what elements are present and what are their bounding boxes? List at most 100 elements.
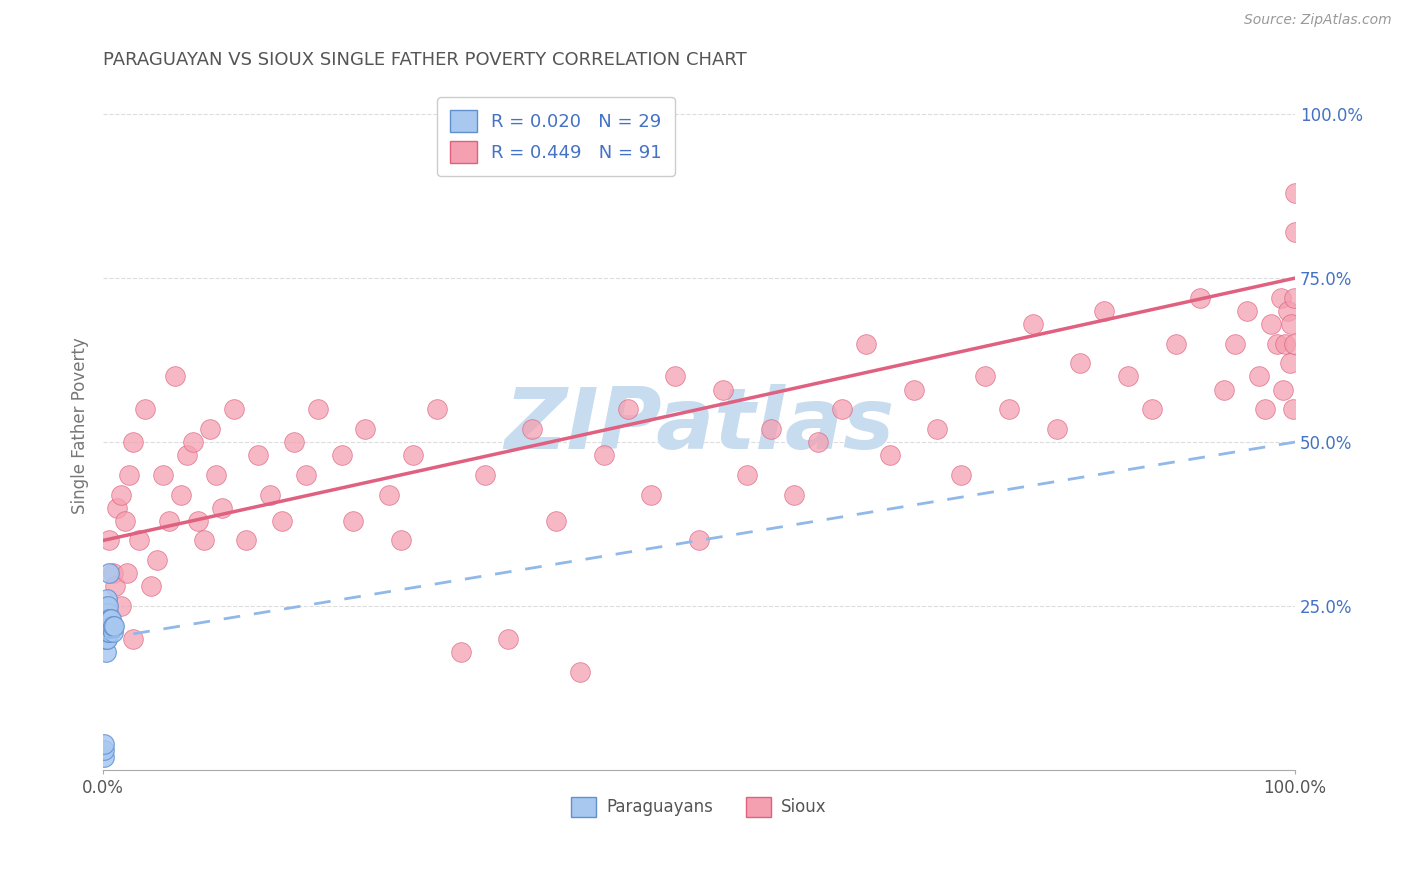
Point: [1270, 291, 1292, 305]
Point: [1282, 291, 1305, 305]
Point: [354, 422, 377, 436]
Point: [96, 632, 118, 646]
Point: [110, 487, 132, 501]
Point: [879, 448, 901, 462]
Point: [98, 612, 121, 626]
Point: [100, 612, 122, 626]
Point: [134, 402, 156, 417]
Point: [122, 632, 145, 646]
Point: [1092, 304, 1115, 318]
Point: [807, 435, 830, 450]
Point: [97, 599, 120, 613]
Point: [152, 467, 174, 482]
Point: [101, 566, 124, 581]
Point: [1188, 291, 1211, 305]
Point: [474, 467, 496, 482]
Point: [98, 618, 121, 632]
Point: [101, 625, 124, 640]
Y-axis label: Single Father Poverty: Single Father Poverty: [72, 337, 89, 514]
Point: [104, 579, 127, 593]
Point: [98, 533, 121, 548]
Point: [187, 514, 209, 528]
Point: [568, 665, 591, 679]
Point: [294, 467, 316, 482]
Point: [94, 612, 117, 626]
Point: [93, 743, 115, 757]
Point: [103, 618, 125, 632]
Point: [1225, 336, 1247, 351]
Point: [211, 500, 233, 515]
Point: [1284, 225, 1306, 239]
Point: [378, 487, 401, 501]
Point: [402, 448, 425, 462]
Point: [1282, 336, 1305, 351]
Point: [259, 487, 281, 501]
Point: [592, 448, 614, 462]
Point: [426, 402, 449, 417]
Point: [96, 592, 118, 607]
Point: [94, 632, 117, 646]
Point: [1281, 402, 1303, 417]
Point: [1265, 336, 1288, 351]
Point: [98, 618, 121, 632]
Point: [974, 369, 997, 384]
Point: [97, 618, 120, 632]
Point: [1284, 186, 1306, 200]
Point: [389, 533, 412, 548]
Point: [1022, 317, 1045, 331]
Point: [97, 606, 120, 620]
Text: PARAGUAYAN VS SIOUX SINGLE FATHER POVERTY CORRELATION CHART: PARAGUAYAN VS SIOUX SINGLE FATHER POVERT…: [103, 51, 747, 69]
Point: [176, 448, 198, 462]
Point: [735, 467, 758, 482]
Point: [998, 402, 1021, 417]
Point: [1236, 304, 1258, 318]
Point: [1272, 383, 1295, 397]
Point: [759, 422, 782, 436]
Point: [224, 402, 246, 417]
Point: [115, 566, 138, 581]
Point: [1254, 402, 1277, 417]
Point: [93, 737, 115, 751]
Point: [950, 467, 973, 482]
Point: [93, 750, 115, 764]
Point: [200, 422, 222, 436]
Point: [98, 625, 121, 640]
Point: [1279, 356, 1302, 370]
Point: [616, 402, 638, 417]
Point: [711, 383, 734, 397]
Point: [97, 612, 120, 626]
Point: [283, 435, 305, 450]
Point: [831, 402, 853, 417]
Point: [163, 369, 186, 384]
Point: [235, 533, 257, 548]
Point: [688, 533, 710, 548]
Point: [1069, 356, 1091, 370]
Point: [94, 645, 117, 659]
Point: [97, 625, 120, 640]
Point: [247, 448, 270, 462]
Point: [664, 369, 686, 384]
Point: [98, 566, 121, 581]
Point: [1164, 336, 1187, 351]
Point: [96, 612, 118, 626]
Point: [193, 533, 215, 548]
Point: [1046, 422, 1069, 436]
Point: [330, 448, 353, 462]
Point: [1277, 304, 1299, 318]
Point: [145, 553, 167, 567]
Point: [1281, 317, 1303, 331]
Point: [1140, 402, 1163, 417]
Point: [498, 632, 520, 646]
Point: [205, 467, 228, 482]
Point: [114, 514, 136, 528]
Point: [927, 422, 949, 436]
Point: [271, 514, 294, 528]
Point: [157, 514, 180, 528]
Point: [1249, 369, 1271, 384]
Point: [450, 645, 472, 659]
Point: [181, 435, 204, 450]
Legend: Paraguayans, Sioux: Paraguayans, Sioux: [564, 790, 834, 823]
Point: [1116, 369, 1139, 384]
Point: [96, 606, 118, 620]
Point: [128, 533, 150, 548]
